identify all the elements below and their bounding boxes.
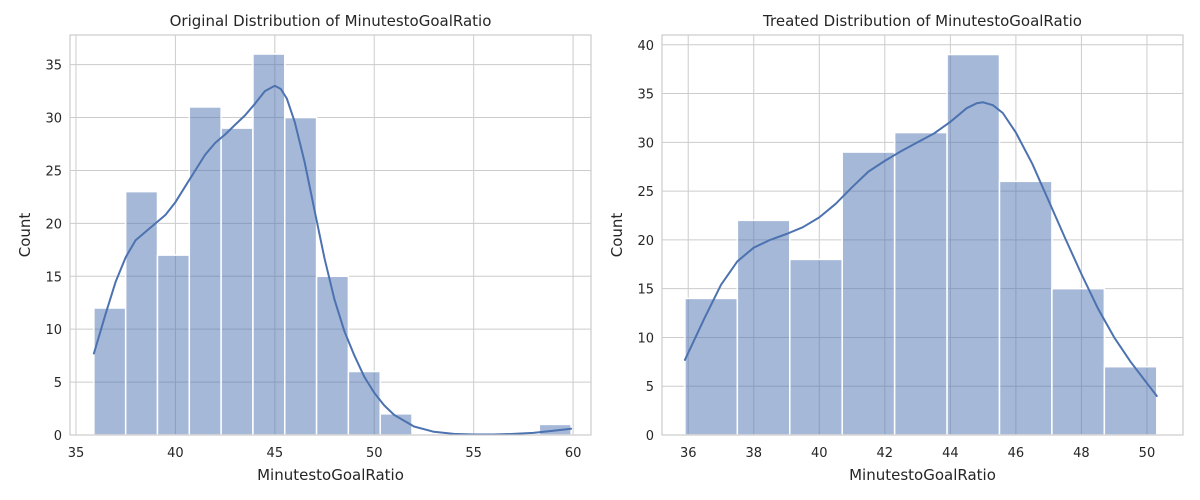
chart-treated: 36 38 40 42 44 46 48 50 0 5 10 15 20 25 30 35 40 Treated … [608, 12, 1184, 484]
x-tick-label: 35 [68, 446, 85, 461]
x-tick-label: 40 [811, 446, 828, 461]
chart-title: Treated Distribution of MinutestoGoalRat… [762, 12, 1082, 30]
histogram-bar [1051, 287, 1106, 436]
histogram-bar [124, 190, 159, 436]
x-tick-label: 55 [465, 446, 482, 461]
chart-title: Original Distribution of MinutestoGoalRa… [170, 12, 492, 30]
histogram-bar [893, 131, 948, 436]
x-axis-label: MinutestoGoalRatio [257, 466, 404, 484]
x-tick-label: 42 [877, 446, 894, 461]
y-tick-label: 40 [637, 39, 654, 54]
histogram-bar [841, 151, 896, 436]
kde-line [92, 84, 573, 436]
histogram-bar [684, 297, 739, 436]
y-tick-label: 10 [45, 323, 62, 338]
y-tick-label: 5 [646, 380, 654, 395]
y-tick-label: 10 [637, 331, 654, 346]
y-tick-label: 20 [45, 217, 62, 232]
y-tick-label: 25 [45, 164, 62, 179]
histogram-bar [736, 219, 791, 436]
x-tick-label: 40 [167, 446, 184, 461]
histogram-bar [220, 127, 254, 436]
chart-original: 35 40 45 50 55 60 0 5 10 15 20 25 30 35 Original Distr… [16, 12, 592, 484]
x-tick-label: 50 [366, 446, 383, 461]
histogram-bar [284, 116, 318, 436]
histogram-bar [998, 180, 1053, 436]
y-tick-label: 30 [637, 136, 654, 151]
x-tick-label: 60 [565, 446, 582, 461]
histogram-bar [93, 307, 127, 436]
x-tick-label: 45 [267, 446, 284, 461]
y-tick-label: 35 [45, 59, 62, 74]
histogram-bar [1103, 365, 1158, 436]
y-tick-label: 0 [54, 429, 62, 444]
x-tick-label: 38 [745, 446, 762, 461]
x-tick-label: 50 [1139, 446, 1156, 461]
histogram-bar [347, 370, 381, 436]
kde-line [683, 101, 1158, 397]
y-tick-label: 25 [637, 185, 654, 200]
y-axis-label: Count [608, 213, 626, 258]
histogram-bar [946, 53, 1001, 436]
y-tick-label: 15 [45, 270, 62, 285]
x-axis-label: MinutestoGoalRatio [849, 466, 996, 484]
x-tick-label: 36 [680, 446, 697, 461]
histogram-bar [252, 53, 286, 436]
plot-frame [69, 34, 592, 436]
histogram-bar [156, 254, 191, 436]
plot-frame [661, 34, 1184, 436]
x-tick-label: 46 [1008, 446, 1025, 461]
y-axis-label: Count [16, 213, 34, 258]
x-tick-label: 48 [1073, 446, 1090, 461]
histogram-bar [789, 258, 843, 436]
y-tick-label: 5 [54, 376, 62, 391]
histogram-bar [315, 275, 350, 436]
y-tick-label: 30 [45, 112, 62, 127]
y-tick-label: 0 [646, 429, 654, 444]
x-tick-label: 44 [942, 446, 959, 461]
y-tick-label: 35 [637, 88, 654, 103]
y-tick-label: 20 [637, 234, 654, 249]
y-tick-label: 15 [637, 283, 654, 298]
